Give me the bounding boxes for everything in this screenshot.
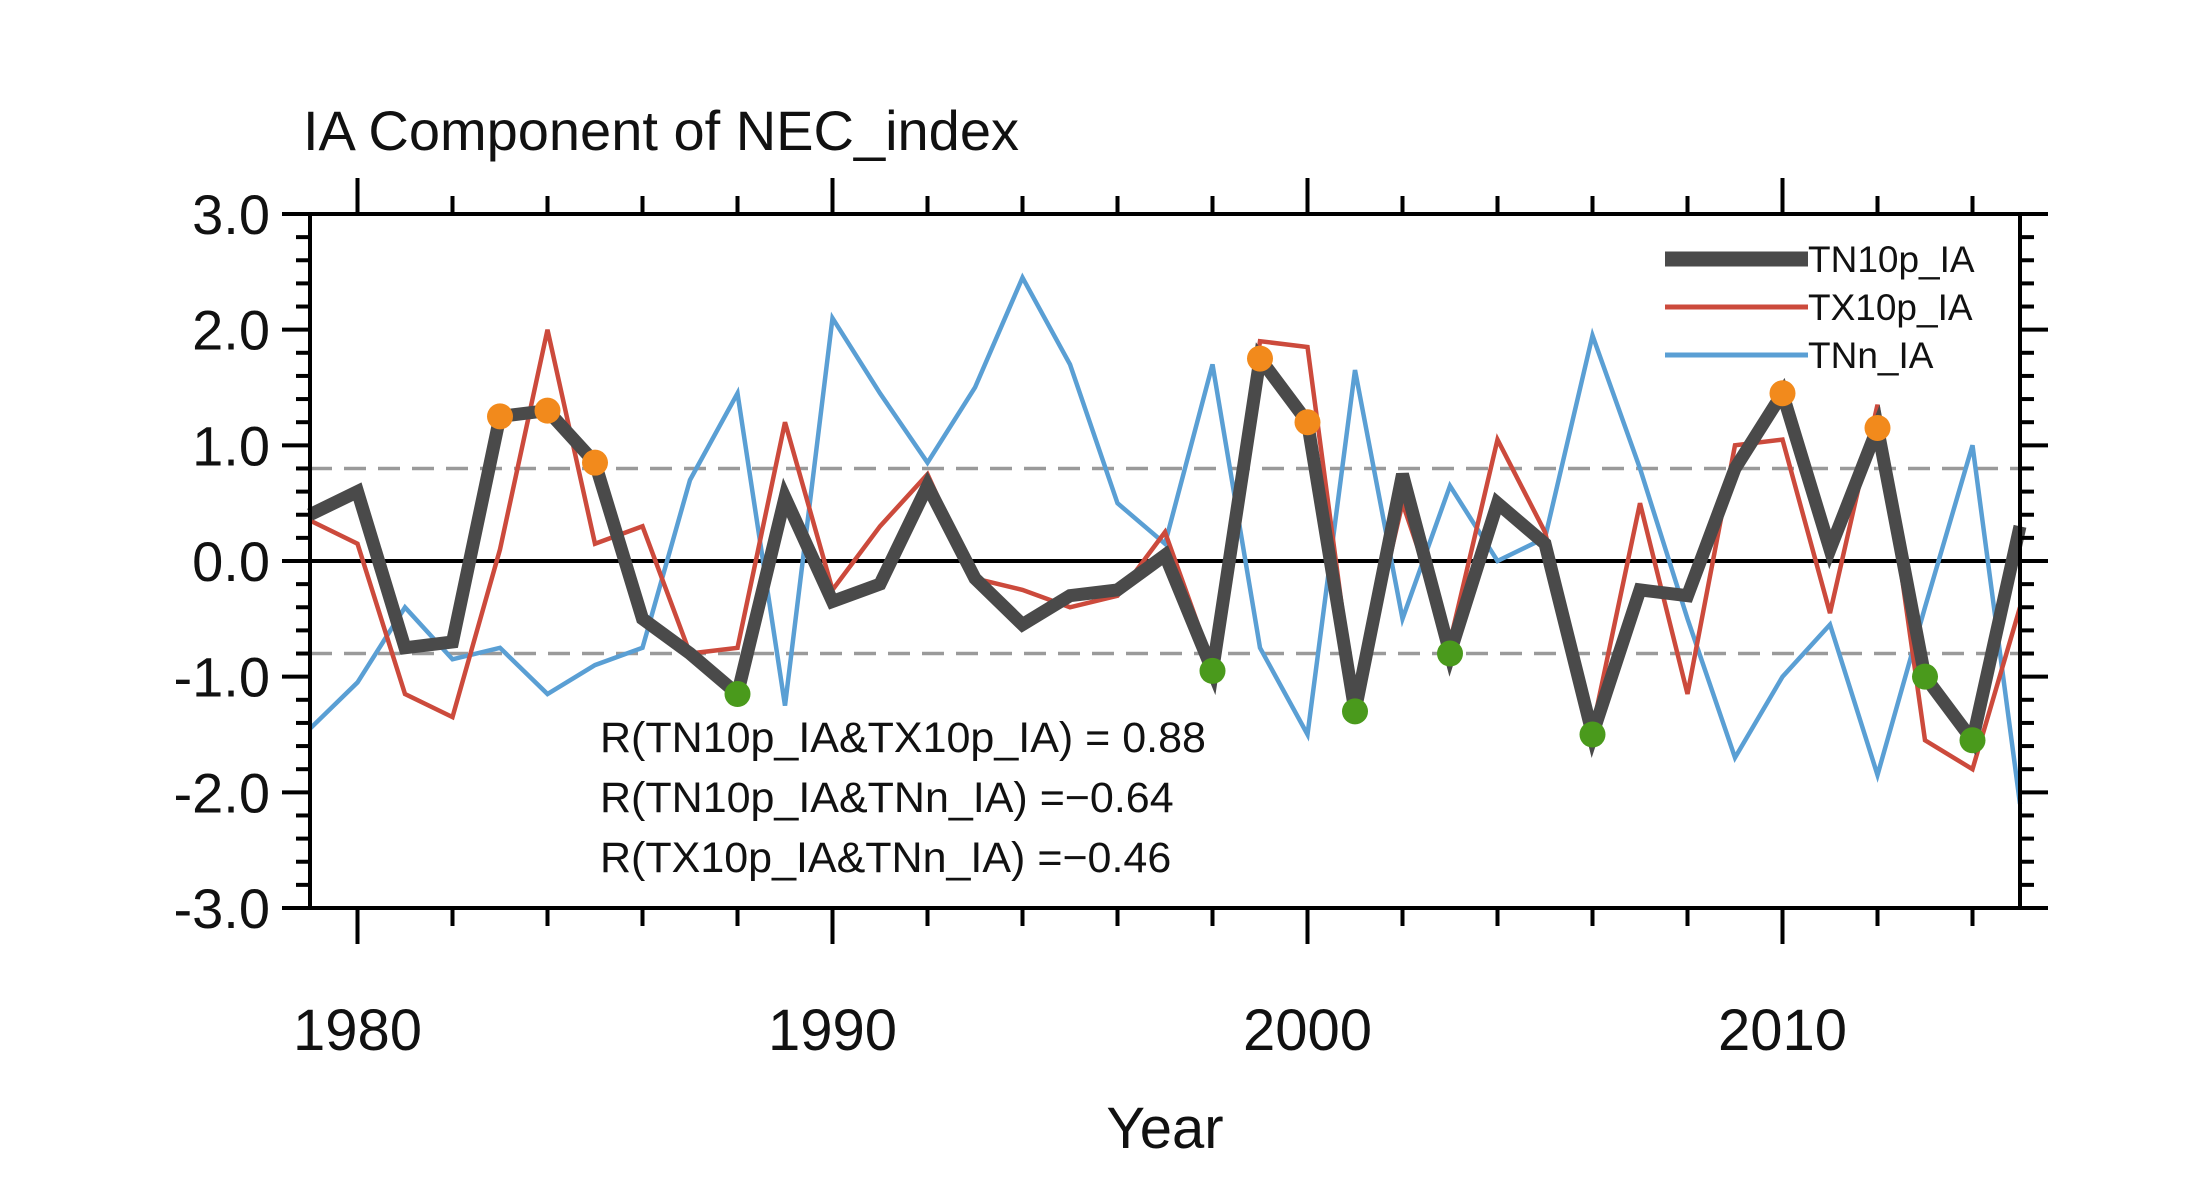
x-axis-label: Year — [1106, 1096, 1223, 1161]
orange-highlight-point — [1864, 414, 1891, 441]
correlation-annotations: R(TN10p_IA&TX10p_IA) = 0.88 R(TN10p_IA&T… — [600, 714, 1206, 882]
axis-ticks — [282, 178, 2048, 944]
orange-highlight-point — [1294, 409, 1321, 436]
green-highlight-point — [1342, 698, 1368, 725]
y-tick-label: -2.0 — [174, 761, 271, 824]
y-tick-label: 1.0 — [192, 414, 270, 477]
x-tick-label: 1980 — [293, 998, 422, 1063]
y-tick-label: -3.0 — [174, 877, 271, 940]
y-tick-label: 0.0 — [192, 530, 270, 593]
series-line-tnn-ia — [308, 272, 2023, 805]
tick-labels: -3.0 -2.0 -1.0 0.0 1.0 2.0 3.0 1980 1990 2000 2010 — [174, 183, 1848, 1063]
green-highlight-point — [1199, 657, 1226, 684]
y-tick-label: 3.0 — [192, 183, 270, 246]
legend-label-tx10p-ia: TX10p_IA — [1808, 287, 1973, 328]
legend-label-tn10p-ia: TN10p_IA — [1808, 239, 1975, 280]
annotation-r-tn10p-tnn: R(TN10p_IA&TNn_IA) =−0.64 — [600, 774, 1174, 822]
green-highlight-point — [1959, 727, 1986, 754]
series-line-tx10p-ia — [309, 329, 2023, 773]
annotation-r-tx10p-tnn: R(TX10p_IA&TNn_IA) =−0.46 — [600, 834, 1171, 882]
green-highlight-point — [1437, 640, 1463, 667]
orange-highlight-point — [1769, 380, 1796, 407]
green-highlight-point — [1912, 663, 1938, 690]
orange-highlight-point — [534, 397, 561, 424]
orange-highlight-point — [487, 403, 513, 430]
annotation-r-tn10p-tx10p: R(TN10p_IA&TX10p_IA) = 0.88 — [600, 714, 1206, 762]
orange-highlight-point — [582, 449, 608, 476]
green-highlight-point — [1579, 721, 1606, 748]
legend: TN10p_IA TX10p_IA TNn_IA — [1665, 239, 1975, 376]
highlight-points — [487, 345, 1986, 754]
green-highlight-point — [724, 681, 751, 708]
y-tick-label: -1.0 — [174, 646, 271, 709]
plot-frame — [308, 212, 2022, 910]
orange-highlight-point — [1247, 345, 1273, 372]
x-tick-label: 1990 — [768, 998, 897, 1063]
x-tick-label: 2010 — [1718, 998, 1847, 1063]
chart-title: IA Component of NEC_index — [303, 99, 1019, 162]
y-tick-label: 2.0 — [192, 299, 270, 362]
x-tick-label: 2000 — [1243, 998, 1372, 1063]
legend-label-tnn-ia: TNn_IA — [1808, 335, 1934, 376]
